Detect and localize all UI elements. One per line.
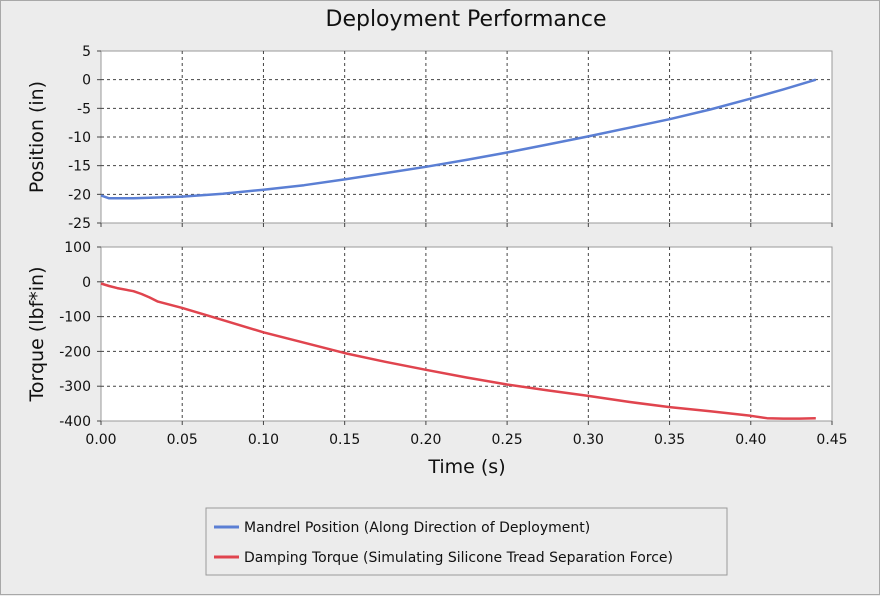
y-axis-label-0: Position (in): [26, 81, 48, 193]
series-line-1-0: [100, 282, 816, 420]
x-tick-label: 0.05: [167, 432, 198, 448]
x-tick-label: 0.40: [735, 432, 766, 448]
y-tick-label: -15: [68, 159, 91, 175]
y-tick-label: -400: [59, 414, 91, 430]
y-tick-label: 5: [82, 44, 91, 60]
y-tick-label: -200: [59, 344, 91, 360]
legend-box: [205, 507, 728, 576]
legend-entry-damping-torque: Damping Torque (Simulating Silicone Trea…: [244, 550, 673, 566]
y-tick-label: -25: [68, 216, 91, 232]
x-tick-label: 0.35: [654, 432, 685, 448]
series-line-0-0: [100, 78, 817, 200]
legend: Mandrel Position (Along Direction of Dep…: [205, 507, 728, 576]
x-tick-label: 0.25: [492, 432, 523, 448]
y-tick-label: 0: [82, 275, 91, 291]
x-tick-label: 0.00: [85, 432, 116, 448]
y-tick-label: -20: [68, 187, 91, 203]
y-tick-label: 0: [82, 73, 91, 89]
panel-1: 0.00 0.05 0.10 0.15 0.20 0.25 0.30 0.35 0.40 0.45…: [26, 240, 848, 448]
y-tick-label: 100: [64, 240, 91, 256]
y-tick-label: -100: [59, 310, 91, 326]
legend-entry-mandrel-position: Mandrel Position (Along Direction of Dep…: [244, 520, 590, 536]
plot-area-1: [100, 246, 833, 422]
x-tick-label: 0.10: [248, 432, 279, 448]
x-tick-label: 0.20: [410, 432, 441, 448]
chart-title: Deployment Performance: [326, 7, 607, 32]
y-axis-label-1: Torque (lbf*in): [26, 267, 48, 403]
x-tick-label: 0.15: [329, 432, 360, 448]
x-axis-label: Time (s): [427, 456, 505, 478]
y-tick-label: -300: [59, 379, 91, 395]
y-tick-label: -5: [77, 101, 91, 117]
panel-0: 5 0 -5 -10 -15 -20 -25 Position (in): [26, 44, 833, 232]
y-tick-label: -10: [68, 130, 91, 146]
chart-panels: 5 0 -5 -10 -15 -20 -25 Position (in) 0.00 0.05 0.1…: [26, 44, 848, 448]
x-tick-label: 0.30: [573, 432, 604, 448]
x-tick-label: 0.45: [816, 432, 847, 448]
